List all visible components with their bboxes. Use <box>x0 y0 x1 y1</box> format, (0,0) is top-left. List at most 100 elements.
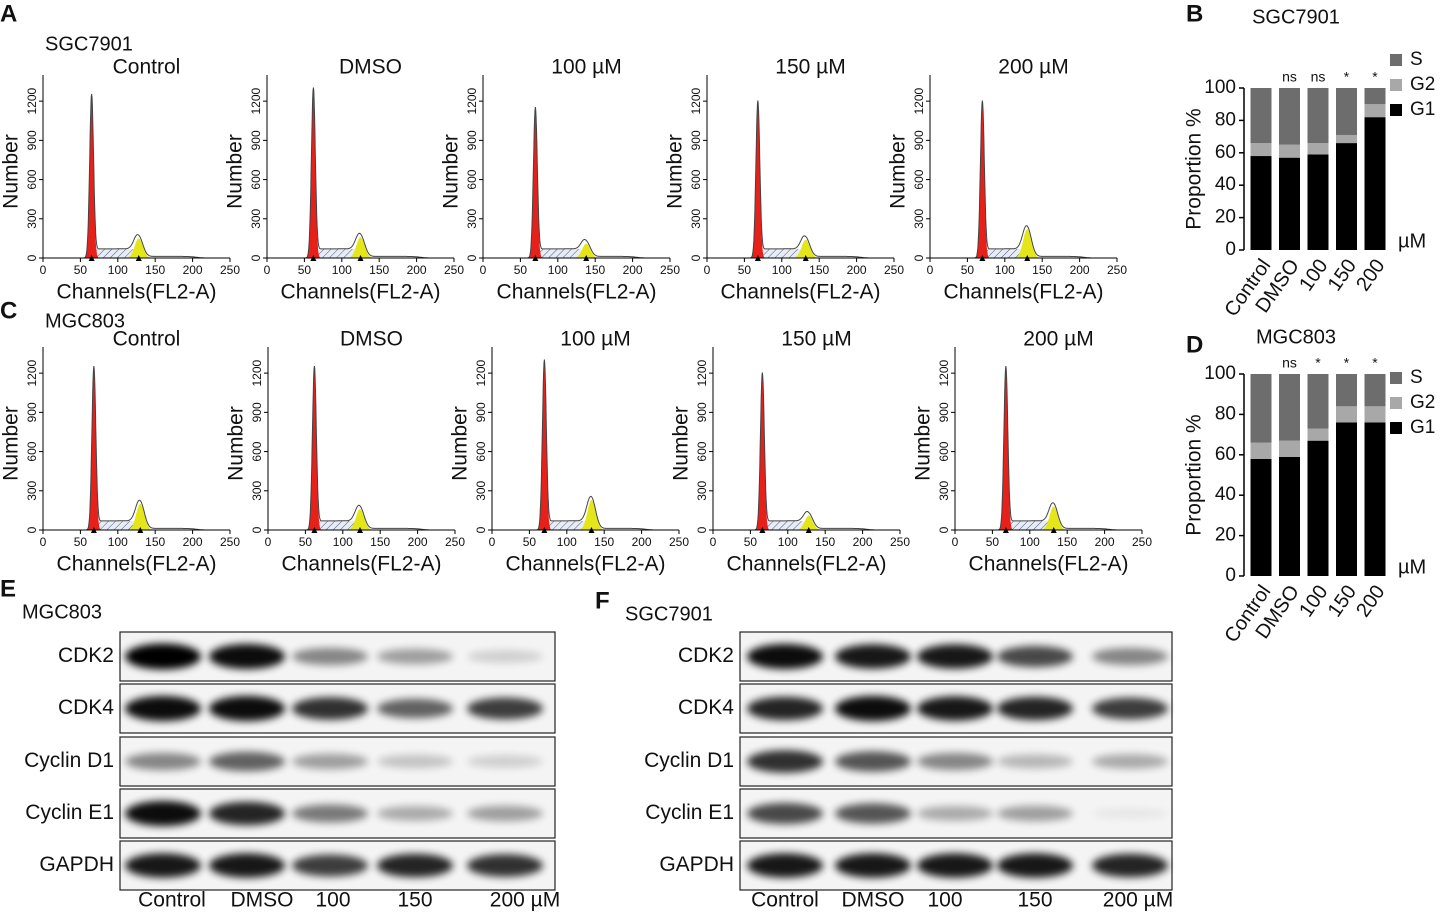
x-tick-label: 0 <box>710 535 717 549</box>
legend-swatch <box>1390 54 1402 66</box>
significance-label: ns <box>1282 355 1297 371</box>
protein-label: GAPDH <box>39 853 114 876</box>
protein-label: CDK2 <box>58 644 114 667</box>
y-axis-label: Number <box>0 406 23 481</box>
lane-label: 200 µM <box>490 889 560 912</box>
protein-label: Cyclin D1 <box>24 749 114 772</box>
y-tick-label: 40 <box>1215 174 1236 195</box>
x-axis-label: Channels(FL2-A) <box>281 281 441 304</box>
cell-line-label: MGC803 <box>45 310 125 332</box>
band <box>1092 697 1168 720</box>
g1-peak <box>84 94 99 258</box>
y-tick-label: 100 <box>1204 77 1236 98</box>
g2-peak <box>580 499 603 530</box>
histogram: Control 0 50 100 150 200 250 0 300 600 900 1200 Chan… <box>0 56 240 304</box>
bar-segment <box>1250 374 1272 443</box>
x-tick-label: 250 <box>220 263 240 277</box>
band <box>997 754 1073 769</box>
y-tick-label: 600 <box>912 169 926 189</box>
y-tick-label: 600 <box>695 441 709 461</box>
significance-label: ns <box>1311 69 1326 85</box>
band <box>125 695 201 722</box>
bar-segment <box>1250 156 1272 250</box>
x-tick-label: 100 <box>108 535 128 549</box>
legend-label: S <box>1410 49 1423 70</box>
band <box>467 697 543 720</box>
plot-title: Control <box>113 328 181 351</box>
band <box>209 695 285 722</box>
y-tick-label: 900 <box>250 402 264 422</box>
bar-segment <box>1336 134 1357 144</box>
bar-segment <box>1250 458 1272 576</box>
bar-segment <box>1279 157 1300 250</box>
legend-label: G2 <box>1410 74 1435 95</box>
band <box>377 754 453 769</box>
y-tick-label: 60 <box>1215 142 1236 163</box>
bar-segment <box>1250 143 1272 157</box>
band <box>377 853 453 878</box>
y-tick-label: 300 <box>249 208 263 228</box>
x-tick-label: 250 <box>660 263 680 277</box>
x-tick-label: 50 <box>74 263 88 277</box>
significance-label: ns <box>1282 69 1297 85</box>
x-tick-label: 100 <box>1295 255 1332 295</box>
x-tick-label: 150 <box>815 535 835 549</box>
legend-label: G1 <box>1410 99 1435 120</box>
histogram: DMSO 0 50 100 150 200 250 0 300 600 900 1200 Channel… <box>225 328 466 576</box>
x-axis-label: Channels(FL2-A) <box>497 281 657 304</box>
histogram-outline <box>58 365 204 531</box>
bar-segment <box>1279 374 1300 441</box>
y-tick-label: 80 <box>1215 109 1236 130</box>
g1-peak <box>999 366 1013 530</box>
g1-peak <box>306 88 321 258</box>
x-tick-label: 0 <box>927 263 934 277</box>
band <box>917 806 993 821</box>
y-tick-label: 1200 <box>695 359 709 386</box>
histogram: 150 µM 0 50 100 150 200 250 0 300 600 900 1200 Chann… <box>670 328 911 576</box>
x-tick-label: 200 <box>407 263 427 277</box>
y-tick-label: 600 <box>937 441 951 461</box>
bar-segment <box>1364 422 1386 576</box>
y-tick-label: 0 <box>695 526 709 533</box>
y-tick-label: 600 <box>689 169 703 189</box>
histogram: 100 µM0 50 100 150 200 25003006009001200Chann… <box>440 56 681 304</box>
x-tick-label: 150 <box>145 535 165 549</box>
y-tick-label: 900 <box>937 402 951 422</box>
legend-swatch <box>1390 372 1402 384</box>
y-tick-label: 1200 <box>249 87 263 114</box>
histogram: 200 µM 0 50 100 150 200 250 0 300 600 900 1200 Chann… <box>887 56 1128 304</box>
y-tick-label: 300 <box>912 208 926 228</box>
y-tick-label: 900 <box>465 130 479 150</box>
x-tick-label: 250 <box>669 535 689 549</box>
x-axis-label: Channels(FL2-A) <box>969 553 1129 576</box>
band <box>377 648 453 665</box>
y-axis-label: Number <box>664 134 687 209</box>
band <box>125 853 201 878</box>
x-tick-label: 100 <box>778 535 798 549</box>
x-tick-label: 200 <box>1070 263 1090 277</box>
panel-letter: F <box>595 587 610 614</box>
x-tick-label: 150 <box>369 263 389 277</box>
x-tick-label: 0 <box>480 263 487 277</box>
y-axis-label: Number <box>225 406 248 481</box>
y-tick-label: 40 <box>1215 484 1236 505</box>
y-axis-label: Number <box>224 134 247 209</box>
band <box>467 755 543 768</box>
unit-label: µM <box>1398 230 1426 252</box>
band <box>209 853 285 878</box>
y-tick-label: 600 <box>474 441 488 461</box>
bar-segment <box>1307 440 1329 576</box>
legend-label: G1 <box>1410 417 1435 438</box>
band <box>125 800 201 827</box>
lane-label: DMSO <box>842 889 905 912</box>
y-tick-label: 900 <box>689 130 703 150</box>
plot-title: 150 µM <box>775 56 845 79</box>
band <box>467 854 543 877</box>
x-tick-label: 150 <box>594 535 614 549</box>
y-tick-label: 300 <box>695 480 709 500</box>
band <box>292 753 368 770</box>
y-tick-label: 0 <box>1225 239 1236 260</box>
y-axis-label: Proportion % <box>1183 108 1206 229</box>
